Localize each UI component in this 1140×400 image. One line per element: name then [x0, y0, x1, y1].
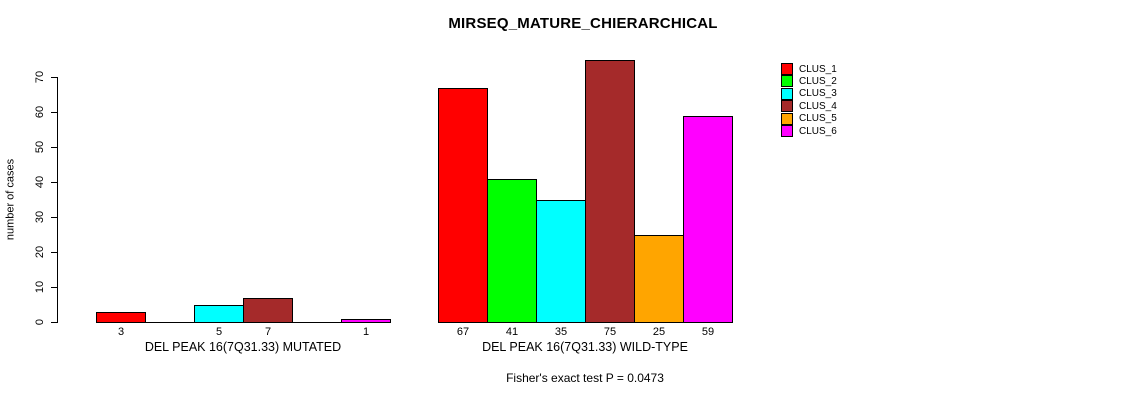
bar — [96, 311, 146, 323]
legend-row: CLUS_1 — [781, 63, 837, 75]
legend-label: CLUS_4 — [799, 100, 837, 112]
legend-swatch — [781, 112, 793, 125]
legend-label: CLUS_5 — [799, 113, 837, 125]
y-tick-label: 70 — [34, 70, 46, 84]
legend-swatch — [781, 75, 793, 88]
legend-row: CLUS_6 — [781, 125, 837, 137]
legend-swatch — [781, 87, 793, 100]
y-tick-label: 0 — [34, 318, 46, 326]
bar — [487, 178, 537, 323]
legend-row: CLUS_5 — [781, 112, 837, 125]
y-tick-label: 10 — [34, 280, 46, 294]
bar — [634, 234, 684, 323]
y-tick — [51, 182, 57, 183]
bar — [683, 115, 733, 323]
legend-row: CLUS_2 — [781, 75, 837, 88]
bar — [194, 304, 244, 323]
legend-label: CLUS_6 — [799, 125, 837, 137]
bar-value-label: 5 — [215, 326, 223, 338]
y-tick — [51, 287, 57, 288]
bar — [243, 297, 293, 323]
legend-swatch — [781, 125, 793, 137]
y-tick-label: 40 — [34, 175, 46, 189]
bar-value-label: 7 — [264, 326, 272, 338]
legend-row: CLUS_3 — [781, 87, 837, 100]
legend-label: CLUS_1 — [799, 63, 837, 75]
y-tick-label: 20 — [34, 245, 46, 259]
y-tick — [51, 112, 57, 113]
bar-value-label: 59 — [701, 326, 715, 338]
bar — [536, 199, 586, 323]
legend-swatch — [781, 100, 793, 113]
group-label-wild-type: DEL PEAK 16(7Q31.33) WILD-TYPE — [482, 340, 688, 354]
bar — [341, 318, 391, 323]
group-label-mutated: DEL PEAK 16(7Q31.33) MUTATED — [144, 340, 342, 354]
y-tick — [51, 147, 57, 148]
bar — [438, 87, 488, 323]
bar-value-label: 3 — [117, 326, 125, 338]
y-tick — [51, 252, 57, 253]
y-tick-label: 60 — [34, 105, 46, 119]
bar-value-label: 35 — [554, 326, 568, 338]
fisher-test-annotation: Fisher's exact test P = 0.0473 — [506, 371, 664, 385]
legend-label: CLUS_2 — [799, 75, 837, 87]
y-tick — [51, 322, 57, 323]
legend-row: CLUS_4 — [781, 100, 837, 113]
bar-value-label: 25 — [652, 326, 666, 338]
y-tick — [51, 77, 57, 78]
y-tick — [51, 217, 57, 218]
bar-value-label: 75 — [603, 326, 617, 338]
y-tick-label: 50 — [34, 140, 46, 154]
legend-swatch — [781, 63, 793, 75]
chart-title: MIRSEQ_MATURE_CHIERARCHICAL — [448, 15, 718, 32]
y-tick-label: 30 — [34, 210, 46, 224]
legend-label: CLUS_3 — [799, 88, 837, 100]
bar — [585, 59, 635, 323]
bar-value-label: 67 — [456, 326, 470, 338]
bar-value-label: 1 — [362, 326, 370, 338]
y-axis-line — [57, 77, 58, 323]
bar-value-label: 41 — [505, 326, 519, 338]
